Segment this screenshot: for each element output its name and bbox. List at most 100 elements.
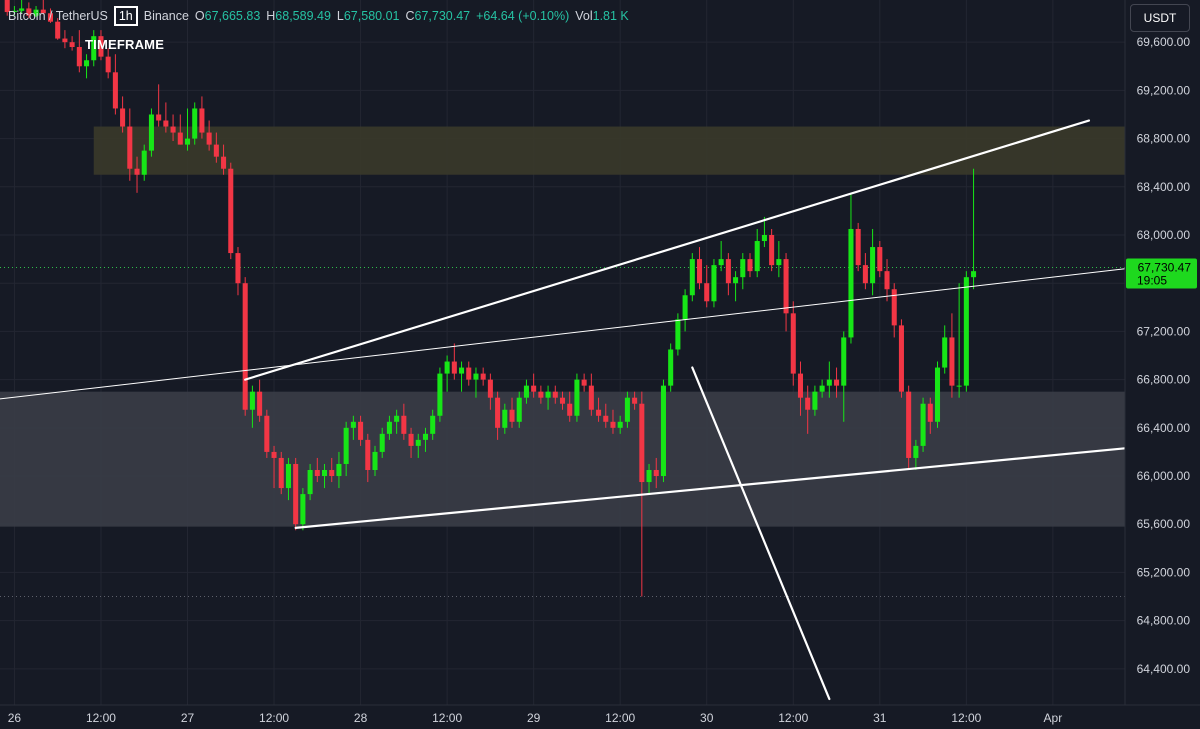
candle-body-up (33, 9, 39, 16)
candle-body-down (725, 259, 731, 284)
candle-body-down (451, 361, 457, 374)
time-tick-label: 27 (181, 711, 195, 725)
time-tick-label: 29 (527, 711, 541, 725)
candle-body-up (675, 319, 681, 350)
time-tick-label: 12:00 (605, 711, 635, 725)
candle-body-down (834, 379, 840, 386)
candle-body-down (293, 463, 299, 525)
zone-rect (0, 391, 1125, 527)
symbol-name[interactable]: Bitcoin / TetherUS (8, 9, 108, 23)
time-tick-label: 12:00 (259, 711, 289, 725)
candle-body-up (459, 367, 465, 374)
volume-label: Vol (575, 9, 593, 23)
time-tick-label: Apr (1044, 711, 1063, 725)
candle-body-up (502, 409, 508, 428)
candle-body-down (891, 289, 897, 326)
candle-body-down (40, 9, 46, 14)
candle-body-down (134, 168, 140, 175)
time-tick-label: 30 (700, 711, 714, 725)
price-tick-label: 68,400.00 (1137, 180, 1191, 194)
candle-body-up (19, 8, 25, 11)
candle-body-down (55, 21, 61, 39)
candle-body-up (971, 271, 977, 278)
candle-body-down (927, 403, 933, 422)
high-value: 68,589.49 (275, 9, 331, 23)
candle-body-down (163, 120, 169, 127)
candle-body-down (278, 457, 284, 489)
candle-body-up (343, 427, 349, 464)
candle-body-down (898, 325, 904, 392)
candle-body-down (603, 415, 609, 422)
candle-body-up (285, 463, 291, 489)
candle-body-up (718, 259, 724, 266)
candle-body-down (105, 56, 111, 73)
candle-body-up (870, 247, 876, 284)
candle-body-up (386, 421, 392, 434)
candle-body-down (69, 42, 75, 47)
candle-body-up (826, 379, 832, 386)
time-tick-label: 12:00 (432, 711, 462, 725)
candle-body-down (401, 415, 407, 434)
trendline (691, 366, 831, 701)
open-label: O (194, 9, 205, 23)
interval-badge[interactable]: 1h (113, 6, 138, 26)
candle-body-up (307, 470, 313, 495)
price-tick-label: 65,200.00 (1137, 565, 1191, 579)
high-label: H (266, 9, 276, 23)
candle-body-up (516, 397, 522, 422)
candle-body-up (920, 403, 926, 446)
candle-body-up (545, 391, 551, 398)
candle-body-down (704, 283, 710, 302)
candle-body-up (682, 295, 688, 320)
candle-body-down (769, 235, 775, 266)
candle-body-up (430, 415, 436, 434)
candle-body-up (812, 391, 818, 410)
price-tick-label: 66,800.00 (1137, 373, 1191, 387)
candle-body-up (711, 265, 717, 302)
candle-body-up (740, 259, 746, 278)
currency-button[interactable]: USDT (1130, 4, 1190, 32)
candle-body-up (668, 349, 674, 386)
candle-body-up (689, 259, 695, 296)
candle-body-up (942, 337, 948, 368)
candle-body-down (314, 470, 320, 477)
candle-body-up (141, 150, 147, 175)
candle-body-down (120, 108, 126, 127)
candle-body-up (437, 373, 443, 416)
candle-body-up (934, 367, 941, 422)
time-tick-label: 31 (873, 711, 887, 725)
price-tick-label: 69,200.00 (1137, 83, 1191, 97)
candle-body-up (776, 259, 782, 266)
candle-body-up (394, 415, 400, 422)
price-tick-label: 66,400.00 (1137, 421, 1191, 435)
countdown-label: 19:05 (1137, 273, 1167, 287)
candle-body-down (199, 108, 205, 133)
candle-body-up (84, 60, 90, 67)
candle-body-down (358, 421, 364, 440)
candle-body-down (76, 47, 82, 67)
candle-body-down (408, 433, 414, 446)
candle-body-up (249, 391, 255, 410)
candle-body-up (761, 235, 767, 242)
candle-body-down (271, 451, 277, 458)
candle-body-up (148, 114, 154, 151)
low-label: L (336, 9, 344, 23)
candle-body-down (855, 228, 861, 266)
candle-body-down (632, 397, 638, 404)
candle-body-up (192, 108, 198, 139)
candle-body-down (127, 126, 133, 169)
time-tick-label: 12:00 (86, 711, 116, 725)
candle-body-down (26, 8, 32, 16)
candle-body-down (112, 72, 118, 109)
trendline (0, 268, 1126, 400)
candle-body-down (365, 439, 371, 470)
timeframe-annotation: TIMEFRAME (85, 37, 165, 52)
price-scale-background (1125, 0, 1200, 729)
volume-value: 1.81 K (592, 9, 629, 23)
candle-body-up (415, 439, 421, 446)
candle-body-up (523, 385, 529, 398)
time-tick-label: 26 (8, 711, 22, 725)
